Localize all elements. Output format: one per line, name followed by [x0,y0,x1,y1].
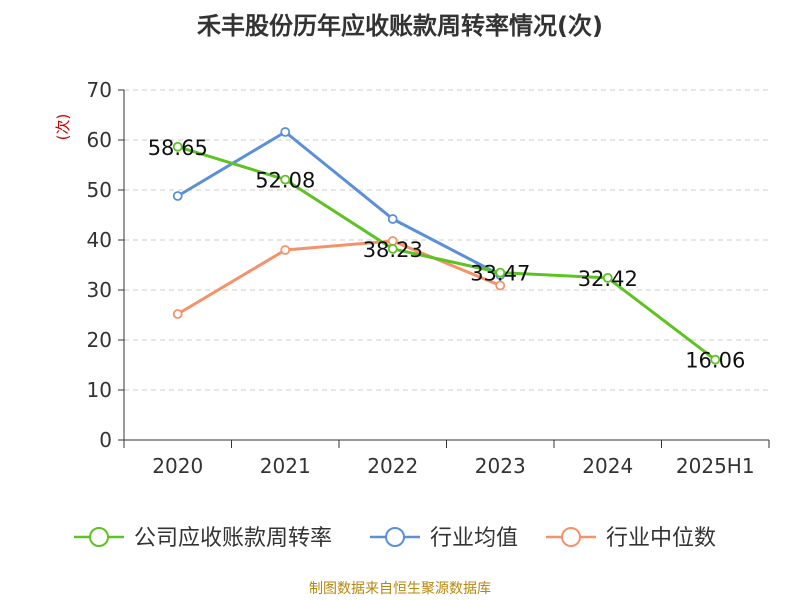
data-labels: 58.65 52.08 38.23 33.47 32.42 16.06 [148,136,746,373]
data-point-2-3 [495,280,506,291]
x-tick-label-2024: 2024 [582,454,633,478]
y-axis-label: (次) [54,114,72,141]
y-tick-label-10: 10 [87,378,112,402]
x-tick-label-2022: 2022 [367,454,418,478]
data-label-4: 32.42 [578,267,638,291]
x-tick-label-2025H1: 2025H1 [676,454,755,478]
data-label-1: 52.08 [255,169,315,193]
y-tick-label-40: 40 [87,228,112,252]
chart-title: 禾丰股份历年应收账款周转率情况(次) [197,12,603,40]
data-point-0-4 [602,272,613,283]
legend-label-1: 行业均值 [430,526,518,551]
source-note: 制图数据来自恒生聚源数据库 [309,581,491,597]
data-label-5: 16.06 [685,349,745,373]
y-tick-label-60: 60 [87,128,112,152]
data-point-0-0 [172,141,183,152]
data-label-0: 58.65 [148,136,208,160]
data-point-2-0 [172,309,183,319]
y-tick-label-70: 70 [87,78,112,102]
grid-lines [124,89,769,391]
y-tick-label-50: 50 [87,178,112,202]
y-tick-label-20: 20 [87,328,112,352]
data-label-3: 33.47 [470,262,530,286]
x-tick-label-2021: 2021 [260,454,311,478]
data-point-0-5 [710,354,721,365]
data-point-0-2 [387,243,398,254]
legend-marker-1 [385,527,405,547]
series-line-2 [176,239,501,316]
y-tick-label-30: 30 [87,278,112,302]
data-label-2: 38.23 [363,238,423,262]
data-point-1-1 [280,127,291,137]
legend-marker-0 [89,527,109,547]
x-tick-label-2023: 2023 [475,454,526,478]
data-point-0-1 [280,174,291,185]
legend-label-2: 行业中位数 [606,526,716,551]
data-point-1-0 [172,191,183,201]
legend-label-0: 公司应收账款周转率 [134,526,332,551]
x-tick-label-2020: 2020 [152,454,203,478]
data-point-1-2 [387,214,398,224]
legend: 公司应收账款周转率 行业均值 行业中位数 [74,526,716,551]
axes: 0 10 20 30 40 50 60 70 2020 2021 2022 2023 2024 2025H… [54,78,770,478]
data-point-2-1 [280,245,291,255]
series-line-0 [177,145,717,361]
series-lines [172,127,721,365]
y-tick-label-0: 0 [99,428,112,452]
legend-marker-2 [561,527,581,547]
data-point-0-3 [495,267,506,278]
series-line-1 [176,130,501,277]
